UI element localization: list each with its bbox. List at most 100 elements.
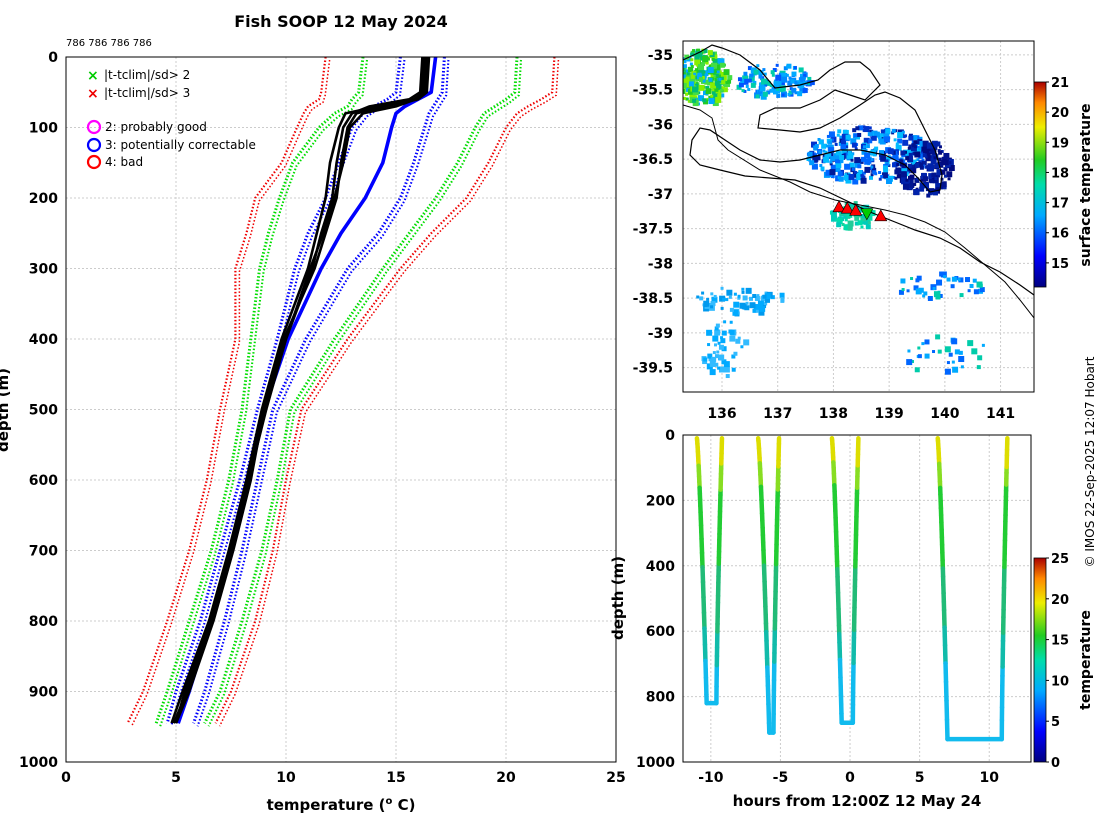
sst-pixel xyxy=(921,342,925,346)
sst-pixel xyxy=(741,89,745,93)
profile-series-line-shadow xyxy=(218,59,560,727)
sst-pixel xyxy=(837,171,843,177)
sst-pixel xyxy=(698,84,705,91)
sst-pixel xyxy=(703,49,708,54)
sst-pixel xyxy=(851,152,855,156)
sst-pixel xyxy=(940,186,944,190)
sst-pixel xyxy=(937,349,942,354)
sst-pixel xyxy=(909,174,915,180)
sst-pixel xyxy=(756,294,760,298)
sst-pixel xyxy=(853,201,858,206)
sst-pixel xyxy=(932,286,936,290)
sst-pixel xyxy=(887,148,894,155)
sst-pixel xyxy=(710,82,717,89)
sst-pixel xyxy=(740,345,744,349)
sst-pixel xyxy=(957,278,961,282)
sst-pixel xyxy=(912,169,916,173)
sst-pixel xyxy=(757,89,763,95)
sst-pixel xyxy=(747,78,752,83)
sst-pixel xyxy=(972,278,977,283)
sst-pixel xyxy=(845,134,851,140)
sst-pixel xyxy=(825,169,832,176)
sst-pixel xyxy=(702,359,708,365)
sst-pixel xyxy=(741,290,745,294)
sst-pixel xyxy=(709,369,716,376)
sst-pixel xyxy=(870,173,874,177)
sst-pixel xyxy=(803,74,807,78)
sst-pixel xyxy=(937,149,941,153)
sst-pixel xyxy=(925,165,929,169)
sst-pixel xyxy=(723,320,727,324)
sst-pixel xyxy=(835,161,842,168)
sst-pixel xyxy=(822,149,826,153)
map-lon-tick-label: 138 xyxy=(819,406,848,422)
sst-pixel xyxy=(925,156,931,162)
sst-pixel xyxy=(971,348,978,355)
sst-pixel xyxy=(719,62,725,68)
sst-pixel xyxy=(863,137,870,144)
sst-pixel xyxy=(726,289,733,296)
sst-pixel xyxy=(675,68,679,72)
sst-pixel xyxy=(880,174,884,178)
sst-pixel xyxy=(724,81,731,88)
sst-pixel xyxy=(676,64,679,67)
sst-pixel xyxy=(712,351,716,355)
sst-pixel xyxy=(936,279,943,286)
sst-pixel xyxy=(904,134,908,138)
sst-pixel xyxy=(911,162,918,169)
sst-pixel xyxy=(893,138,897,142)
sst-pixel xyxy=(821,143,827,149)
sst-pixel xyxy=(951,338,958,345)
sst-pixel xyxy=(931,172,937,178)
sst-pixel xyxy=(946,171,953,178)
sst-pixel xyxy=(908,144,914,150)
sst-pixel xyxy=(683,74,686,79)
profile-x-axis-label: temperature (o C) xyxy=(267,796,416,814)
sst-pixel xyxy=(907,178,914,185)
tow-y-tick-label: 600 xyxy=(646,624,675,640)
sst-pixel xyxy=(918,147,922,151)
sst-pixel xyxy=(901,130,905,134)
sst-pixel xyxy=(935,141,941,147)
sst-pixel xyxy=(913,182,917,186)
sst-pixel xyxy=(769,84,773,88)
sst-pixel xyxy=(754,304,760,310)
sst-pixel xyxy=(762,68,766,72)
sst-pixel xyxy=(714,362,719,367)
sst-pixel xyxy=(766,90,771,95)
sst-pixel xyxy=(905,180,911,186)
sst-pixel xyxy=(935,294,941,300)
sst-pixel xyxy=(864,166,871,173)
sst-pixel xyxy=(701,73,707,79)
sst-pixel xyxy=(853,133,858,138)
sst-pixel xyxy=(847,150,852,155)
sst-pixel xyxy=(893,161,899,167)
sst-pixel xyxy=(834,155,839,160)
sst-pixel xyxy=(719,295,726,302)
sst-pixel xyxy=(722,83,726,87)
sst-pixel xyxy=(861,214,866,219)
tow-y-axis-label: depth (m) xyxy=(609,556,627,640)
sst-pixel xyxy=(915,288,922,295)
sst-pixel xyxy=(841,133,848,140)
profile-series-line xyxy=(154,57,365,724)
legend-qc4: 4: bad xyxy=(105,155,143,169)
sst-pixel xyxy=(847,225,853,231)
sst-pixel xyxy=(896,163,900,167)
sst-pixel xyxy=(839,155,845,161)
sst-pixel xyxy=(697,75,701,79)
sst-pixel xyxy=(718,354,725,361)
sst-pixel xyxy=(854,157,861,164)
profile-series-line xyxy=(174,57,431,724)
sst-pixel xyxy=(817,138,821,142)
sst-pixel xyxy=(711,88,716,93)
sst-pixel xyxy=(696,63,700,67)
sst-pixel xyxy=(794,80,798,84)
sst-pixel xyxy=(913,285,919,291)
sst-pixel xyxy=(917,346,921,350)
sst-pixel xyxy=(928,173,935,180)
sst-pixel xyxy=(829,160,833,164)
sst-pixel xyxy=(799,87,806,94)
sst-pixel xyxy=(759,85,766,92)
